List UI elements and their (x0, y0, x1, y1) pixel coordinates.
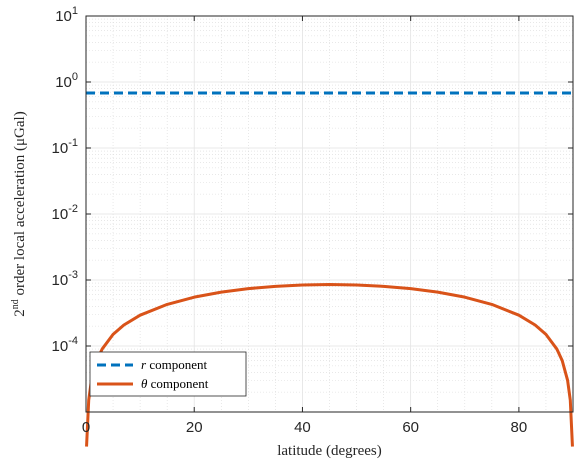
y-tick-label: 101 (55, 5, 78, 25)
x-tick-label: 80 (511, 419, 528, 436)
legend-box (89, 351, 247, 397)
x-tick-label: 60 (402, 419, 419, 436)
legend-label-theta-component: θ component (141, 376, 209, 391)
y-tick-label: 10-2 (52, 203, 78, 223)
x-tick-label: 40 (294, 419, 311, 436)
x-tick-label: 20 (186, 419, 203, 436)
y-tick-label: 10-1 (52, 137, 78, 157)
legend-label-r-component: r component (141, 357, 207, 372)
axis-ticks: 0 20 40 60 80 101 100 10-1 10-2 10-3 10-4 (52, 5, 573, 436)
y-tick-label: 100 (55, 71, 78, 91)
y-tick-label: 10-4 (52, 335, 78, 355)
y-axis-label-superscript: nd (10, 299, 21, 309)
y-axis-label: 2nd order local acceleration (μGal) (10, 111, 28, 316)
series-line-theta-component (85, 283, 574, 447)
x-tick-label: 0 (82, 419, 90, 436)
y-axis-label-base: 2 (12, 309, 28, 317)
y-tick-label: 10-3 (52, 269, 78, 289)
legend: r component θ component (89, 351, 247, 397)
x-axis-label: latitude (degrees) (277, 443, 382, 459)
plot-series (85, 91, 574, 447)
y-axis-label-rest: order local acceleration (μGal) (12, 111, 28, 299)
